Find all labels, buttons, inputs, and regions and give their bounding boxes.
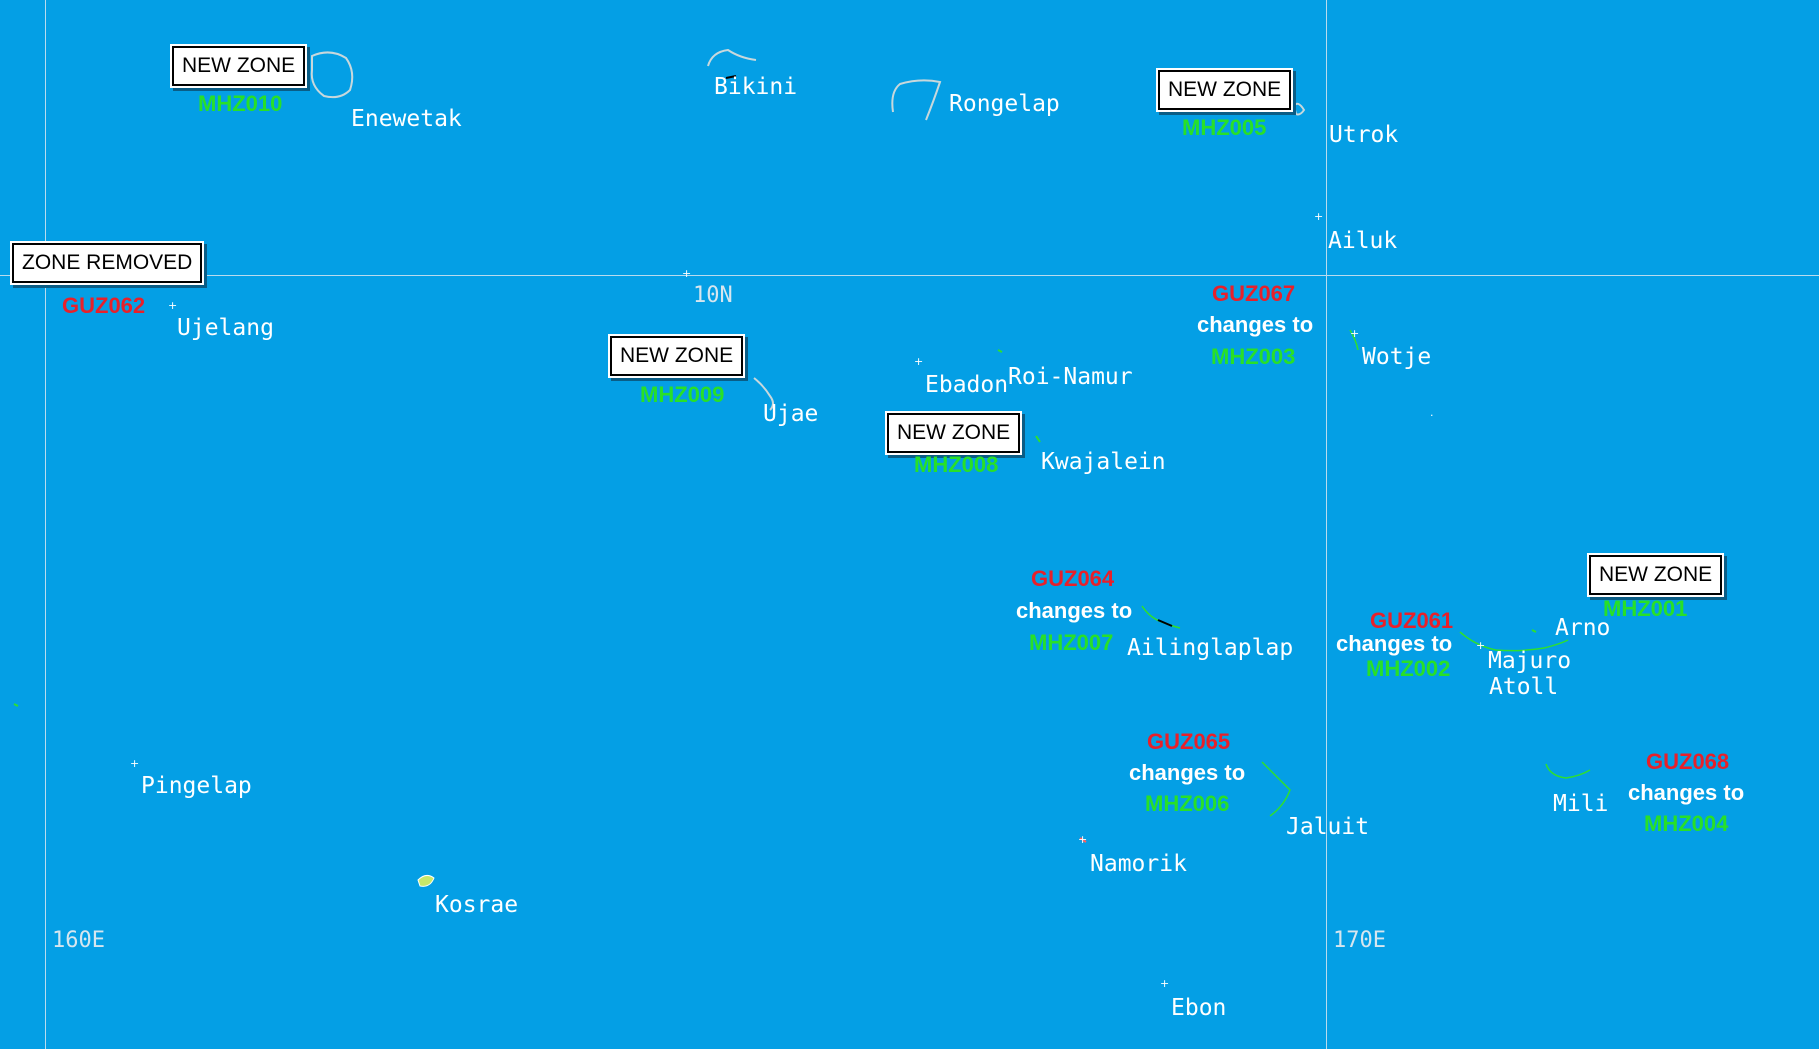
lon-label-170e: 170E <box>1333 928 1386 953</box>
zone-code-mhz010: MHZ010 <box>198 91 283 116</box>
place-namorik: Namorik <box>1090 851 1187 877</box>
place-wotje: Wotje <box>1362 344 1432 370</box>
ailuk-marker: + <box>1314 210 1324 223</box>
mili-atoll-shape <box>1545 763 1591 779</box>
ebadon-marker: + <box>914 355 924 368</box>
place-majuro: Majuro <box>1488 648 1572 674</box>
changes-to-text-guz068: changes to <box>1628 780 1745 805</box>
place-jaluit: Jaluit <box>1286 814 1370 840</box>
new-zone-code-mhz007: MHZ007 <box>1029 630 1114 655</box>
jaluit-atoll-shape <box>1261 761 1291 817</box>
place-arno: Arno <box>1555 615 1611 641</box>
islet-marker: · <box>1430 409 1434 422</box>
utrok-atoll-shape <box>1292 102 1306 116</box>
enewetak-atoll-shape <box>310 51 354 99</box>
place-mili: Mili <box>1553 791 1609 817</box>
old-zone-code-guz064: GUZ064 <box>1031 566 1115 591</box>
kosrae-island-shape <box>417 874 435 887</box>
lat-label-10n: 10N <box>693 283 733 308</box>
zone-removed-box-guz062: ZONE REMOVED <box>12 243 203 283</box>
place-pingelap: Pingelap <box>141 773 252 799</box>
arno-islet <box>1531 629 1537 633</box>
namorik-marker: + <box>1078 833 1088 846</box>
wotje-atoll-shape <box>1349 329 1359 351</box>
majuro-marker: + <box>1476 639 1486 652</box>
place-bikini: Bikini <box>714 74 798 100</box>
new-zone-code-mhz002: MHZ002 <box>1366 656 1451 681</box>
rongelap-atoll-shape <box>891 79 942 121</box>
namorik-islet <box>1079 837 1087 843</box>
place-roi-namur: Roi-Namur <box>1008 364 1133 390</box>
place-ujelang: Ujelang <box>177 315 274 341</box>
pingelap-marker: + <box>130 757 140 770</box>
ebon-marker: + <box>1160 977 1170 990</box>
new-zone-box-mhz005: NEW ZONE <box>1158 70 1292 110</box>
place-kwajalein: Kwajalein <box>1041 449 1166 475</box>
place-ailinglaplap: Ailinglaplap <box>1127 635 1294 661</box>
wotje-marker: + <box>1350 327 1360 340</box>
new-zone-code-mhz003: MHZ003 <box>1211 344 1296 369</box>
ujae-atoll-shape <box>753 377 774 411</box>
roi-namur-islet <box>997 349 1003 353</box>
old-zone-code-guz065: GUZ065 <box>1147 729 1231 754</box>
changes-to-text-guz067: changes to <box>1197 312 1314 337</box>
place-ailuk: Ailuk <box>1328 228 1398 254</box>
place-utrok: Utrok <box>1329 122 1399 148</box>
old-zone-code-guz068: GUZ068 <box>1646 749 1730 774</box>
place-ebon: Ebon <box>1171 995 1227 1021</box>
bikini-atoll-shape <box>707 48 757 67</box>
place-ujae: Ujae <box>763 401 819 427</box>
changes-to-text-guz064: changes to <box>1016 598 1133 623</box>
new-zone-box-mhz010: NEW ZONE <box>172 46 306 86</box>
new-zone-code-mhz006: MHZ006 <box>1145 791 1230 816</box>
zone-code-mhz001: MHZ001 <box>1603 596 1688 621</box>
old-zone-code-guz067: GUZ067 <box>1212 281 1296 306</box>
ujelang-marker: + <box>168 299 178 312</box>
ailinglaplap-atoll-shape <box>1141 605 1181 629</box>
gridline-170e <box>1326 0 1327 1049</box>
zone-code-mhz005: MHZ005 <box>1182 115 1267 140</box>
zone-code-mhz009: MHZ009 <box>640 382 725 407</box>
west-edge-islet <box>13 703 19 707</box>
lon-label-160e: 160E <box>52 928 105 953</box>
place-atoll: Atoll <box>1489 674 1559 700</box>
gridline-160e <box>45 0 46 1049</box>
grid-intersection-marker: + <box>682 267 692 280</box>
place-ebadon: Ebadon <box>925 372 1009 398</box>
majuro-atoll-shape <box>1459 631 1569 652</box>
place-rongelap: Rongelap <box>949 91 1060 117</box>
changes-to-text-guz061: changes to <box>1336 631 1453 656</box>
new-zone-box-mhz009: NEW ZONE <box>610 336 744 376</box>
bikini-islet <box>725 75 737 79</box>
changes-to-text-guz065: changes to <box>1129 760 1246 785</box>
new-zone-code-mhz004: MHZ004 <box>1644 811 1729 836</box>
kwajalein-islet <box>1035 435 1041 443</box>
place-kosrae: Kosrae <box>435 892 519 918</box>
gridline-10n <box>0 275 1819 276</box>
old-zone-code-guz061: GUZ061 <box>1370 608 1454 633</box>
place-enewetak: Enewetak <box>351 106 462 132</box>
new-zone-box-mhz008: NEW ZONE <box>887 413 1021 453</box>
ailinglaplap-islet <box>1157 619 1173 627</box>
zone-code-mhz008: MHZ008 <box>914 452 999 477</box>
new-zone-box-mhz001: NEW ZONE <box>1589 555 1723 595</box>
zone-code-guz062: GUZ062 <box>62 293 146 318</box>
